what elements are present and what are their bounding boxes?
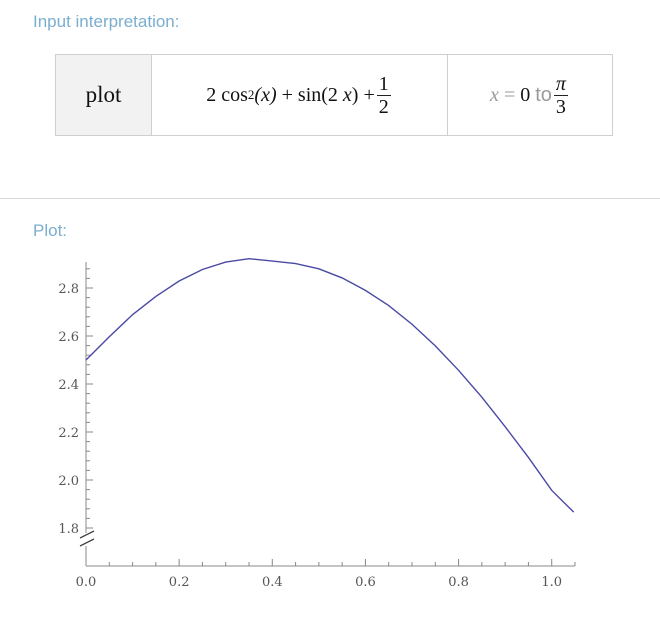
range-cell: x = 0 to π 3 (448, 55, 612, 135)
x-tick-label: 0.0 (76, 575, 97, 590)
expr-x: x (342, 83, 352, 106)
expr-close: ) (351, 83, 359, 106)
y-tick-label: 2.2 (58, 426, 79, 441)
expr-sin: sin(2 (297, 83, 338, 106)
expr-fraction: 1 2 (376, 72, 391, 118)
expr-plus1: + (281, 83, 293, 106)
frac-denominator: 2 (376, 94, 391, 118)
x-tick-label: 0.6 (355, 575, 376, 590)
range-var: x (490, 83, 499, 106)
expr-power: 2 (247, 87, 255, 102)
y-tick-label: 1.8 (58, 522, 79, 537)
x-tick-label: 1.0 (541, 575, 562, 590)
command-cell: plot (56, 55, 152, 135)
input-interpretation-label: Input interpretation: (33, 12, 180, 31)
range-start: 0 (520, 83, 531, 106)
x-tick-label: 0.8 (448, 575, 469, 590)
y-tick-label: 2.8 (58, 282, 79, 297)
x-tick-label: 0.4 (262, 575, 283, 590)
plot-ticks: 0.0 0.2 0.4 0.6 0.8 1.0 1.8 2.0 2.2 2.4 2.6 2.8 (58, 268, 576, 590)
range-eq: = (503, 83, 516, 106)
axis-break-mark (79, 530, 95, 539)
range-fraction: π 3 (553, 72, 568, 118)
plot-label: Plot: (33, 221, 68, 240)
y-tick-label: 2.6 (58, 330, 79, 345)
expr-cos: cos (221, 83, 248, 106)
expression-cell: 2 cos 2 (x) + sin(2 x) + 1 2 (152, 55, 448, 135)
expr-plus2: + (363, 83, 375, 106)
expr-arg: (x) (254, 83, 277, 106)
expr-coef: 2 (206, 83, 217, 106)
plot-curve-layer (85, 258, 575, 513)
series-curve (85, 258, 575, 513)
plot-axes (79, 262, 575, 567)
range-end-numerator: π (555, 72, 566, 95)
x-tick-label: 0.2 (169, 575, 190, 590)
range-to: to (535, 83, 552, 106)
range-end-denominator: 3 (553, 94, 568, 118)
section-divider (0, 198, 660, 199)
y-tick-label: 2.0 (58, 474, 79, 489)
frac-numerator: 1 (378, 72, 389, 95)
axis-break-mark (79, 538, 95, 547)
y-tick-label: 2.4 (58, 378, 79, 393)
input-interpretation-table: plot 2 cos 2 (x) + sin(2 x) + 1 2 x = 0 to… (55, 54, 613, 136)
